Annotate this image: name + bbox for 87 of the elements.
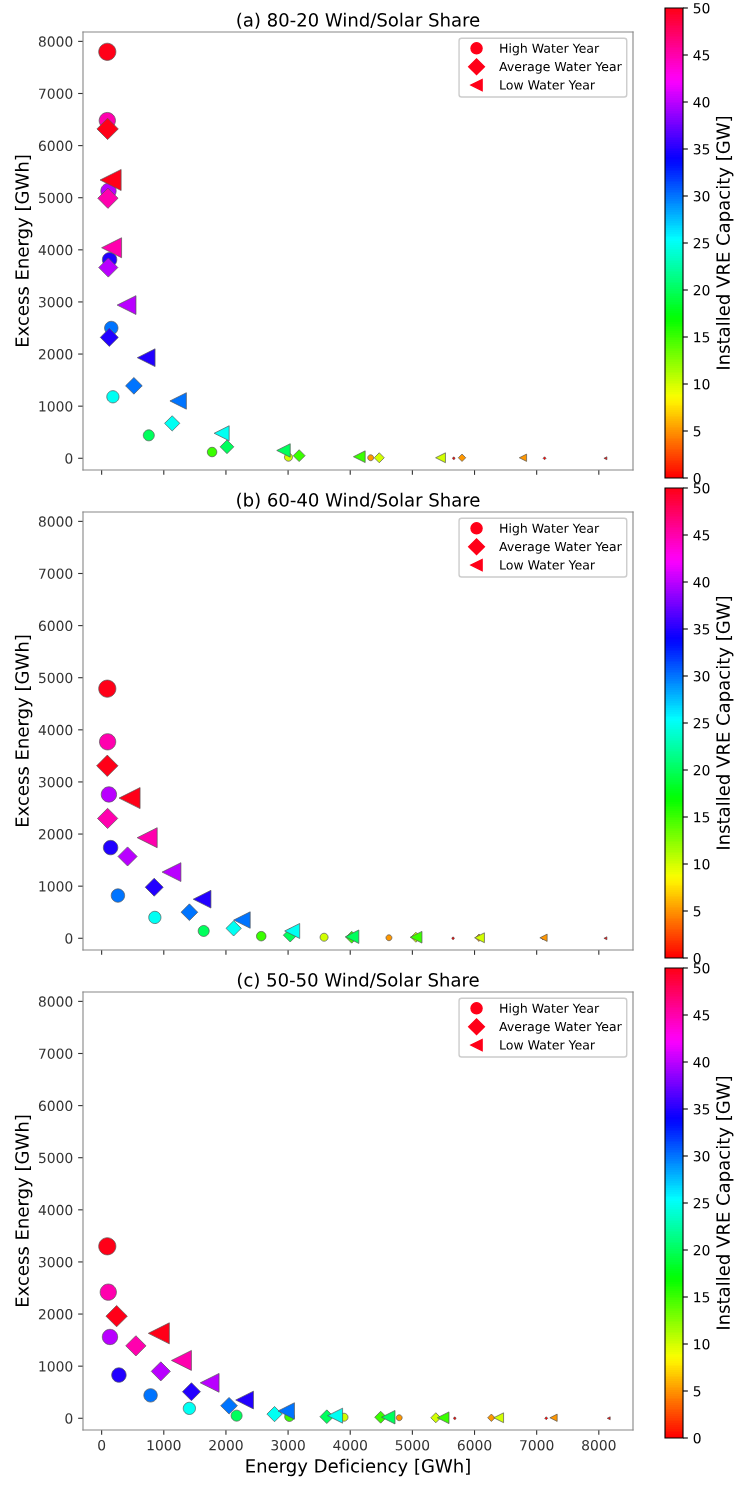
- color-bar-label: 5: [693, 906, 701, 917]
- color-bar-label: 25: [693, 1197, 710, 1209]
- legend-label: High Water Year: [500, 523, 600, 536]
- y-tick-label: 0: [65, 453, 73, 464]
- color-bar-label: 0: [693, 472, 701, 484]
- y-axis-title: Excess Energy [GWh]: [14, 635, 33, 827]
- color-bar-label: 10: [694, 1338, 710, 1350]
- x-tick-label: 6000: [457, 1439, 492, 1451]
- color-bar-label: 0: [693, 952, 701, 964]
- chart-title: (b) 60-40 Wind/Solar Share: [237, 492, 480, 509]
- y-tick-label: 6000: [38, 140, 73, 152]
- y-tick-label: 2000: [38, 349, 73, 360]
- chart-title: (c) 50-50 Wind/Solar Share: [237, 972, 479, 989]
- y-tick-label: 8000: [38, 36, 73, 47]
- color-bar-label: 5: [693, 426, 701, 437]
- y-tick-label: 3000: [38, 1256, 73, 1268]
- color-bar-label: 40: [693, 576, 710, 588]
- x-axis-title: Energy Deficiency [GWh]: [246, 1458, 470, 1477]
- y-axis-title: Excess Energy [GWh]: [14, 1115, 33, 1307]
- y-tick-label: 4000: [38, 1204, 73, 1216]
- color-bar-label: 20: [693, 764, 710, 776]
- color-bar-label: 15: [694, 812, 710, 823]
- x-tick-label: 5000: [395, 1439, 430, 1451]
- y-tick-label: 0: [65, 1413, 73, 1424]
- color-bar-label: 50: [693, 2, 710, 14]
- color-bar-label: 30: [693, 1150, 710, 1162]
- color-bar-label: 45: [693, 1010, 710, 1021]
- color-bar-label: 20: [693, 1244, 710, 1256]
- color-bar-label: 15: [694, 1292, 710, 1303]
- legend-label: High Water Year: [500, 43, 600, 56]
- y-tick-label: 6000: [38, 1100, 73, 1112]
- legend-label: Average Water Year: [499, 61, 622, 74]
- color-bar-label: 25: [693, 237, 710, 249]
- color-bar-label: 30: [693, 670, 710, 682]
- color-bar-label: 40: [693, 96, 710, 108]
- color-bar-label: 45: [693, 50, 710, 61]
- color-bar-label: 20: [693, 284, 710, 296]
- color-bar-label: 15: [694, 332, 710, 343]
- color-bar-label: 40: [693, 1056, 710, 1068]
- color-bar-label: 25: [693, 717, 710, 729]
- y-tick-label: 1000: [39, 401, 73, 412]
- color-bar-label: 35: [693, 1103, 710, 1115]
- y-tick-label: 3000: [38, 776, 73, 788]
- x-tick-label: 3000: [271, 1439, 305, 1451]
- color-bar-label: 10: [694, 378, 710, 390]
- x-tick-label: 0: [98, 1439, 106, 1451]
- x-tick-label: 7000: [520, 1439, 554, 1451]
- x-tick-label: 1000: [147, 1439, 181, 1451]
- color-bar-title: Installed VRE Capacity [GW]: [715, 116, 734, 369]
- y-tick-label: 1000: [39, 881, 73, 892]
- y-tick-label: 2000: [38, 829, 73, 840]
- y-tick-label: 7000: [39, 568, 73, 579]
- color-bar-label: 50: [693, 962, 710, 974]
- y-tick-label: 4000: [38, 244, 73, 256]
- y-tick-label: 1000: [39, 1361, 73, 1372]
- x-tick-label: 8000: [582, 1439, 616, 1451]
- legend-label: Low Water Year: [500, 560, 596, 570]
- legend-label: High Water Year: [500, 1003, 600, 1016]
- y-tick-label: 8000: [38, 516, 73, 527]
- y-tick-label: 2000: [38, 1309, 73, 1320]
- x-tick-label: 2000: [209, 1439, 243, 1451]
- legend-label: Low Water Year: [500, 80, 596, 90]
- chart-title: (a) 80-20 Wind/Solar Share: [237, 12, 480, 29]
- legend-label: Low Water Year: [500, 1040, 596, 1050]
- y-tick-label: 7000: [39, 88, 73, 99]
- color-bar-title: Installed VRE Capacity [GW]: [715, 596, 734, 849]
- color-bar-label: 35: [693, 623, 710, 635]
- color-bar-label: 50: [693, 482, 710, 494]
- y-tick-label: 5000: [39, 1152, 73, 1164]
- y-tick-label: 6000: [38, 620, 73, 632]
- color-bar-label: 35: [693, 143, 710, 155]
- color-bar-label: 10: [694, 858, 710, 870]
- y-tick-label: 8000: [38, 996, 73, 1007]
- color-bar-label: 30: [693, 190, 710, 202]
- color-bar-label: 45: [693, 530, 710, 541]
- color-bar-title: Installed VRE Capacity [GW]: [715, 1076, 734, 1329]
- x-tick-label: 4000: [333, 1439, 367, 1451]
- y-axis-title: Excess Energy [GWh]: [14, 155, 33, 347]
- y-tick-label: 4000: [38, 724, 73, 736]
- y-tick-label: 5000: [39, 192, 73, 204]
- legend-label: Average Water Year: [499, 541, 622, 554]
- color-bar-label: 5: [693, 1386, 701, 1397]
- y-tick-label: 3000: [38, 296, 73, 308]
- y-tick-label: 7000: [39, 1048, 73, 1059]
- y-tick-label: 5000: [39, 672, 73, 684]
- y-tick-label: 0: [65, 933, 73, 944]
- legend-label: Average Water Year: [499, 1021, 622, 1034]
